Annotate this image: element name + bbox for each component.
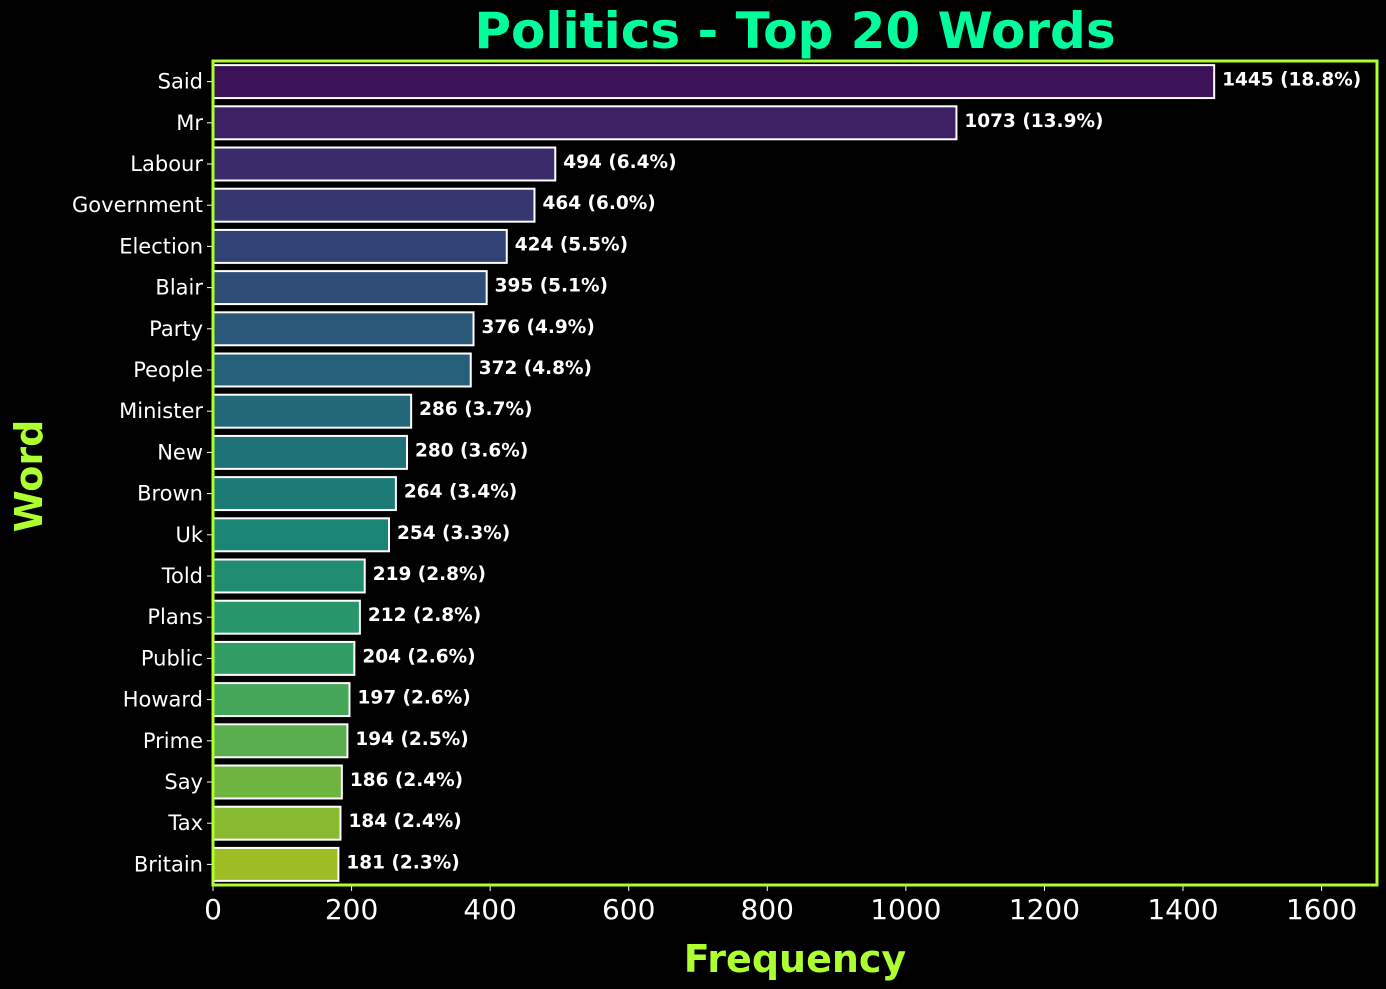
y-tick-label: Prime — [143, 729, 203, 753]
bar-value-label: 212 (2.8%) — [368, 605, 481, 626]
x-tick-label: 200 — [325, 893, 378, 926]
y-tick-label: New — [157, 440, 203, 464]
bar-value-label: 1445 (18.8%) — [1222, 70, 1361, 91]
bar-value-label: 194 (2.5%) — [355, 729, 468, 750]
y-axis: Said Mr Labour Government Election Blair Party… — [72, 70, 213, 876]
bar-value-label: 197 (2.6%) — [357, 688, 470, 709]
x-tick-label: 400 — [463, 893, 516, 926]
y-tick-label: Public — [141, 646, 203, 670]
y-tick-label: Labour — [130, 152, 203, 176]
bar-say — [212, 764, 343, 800]
bar-brown — [212, 476, 397, 512]
y-tick-label: Britain — [134, 852, 203, 876]
y-tick-label: Government — [72, 193, 203, 217]
y-tick-label: Plans — [147, 605, 203, 629]
x-tick-label: 800 — [741, 893, 794, 926]
y-tick-label: Uk — [175, 523, 203, 547]
bar-value-label: 1073 (13.9%) — [964, 111, 1103, 132]
bar-tax — [212, 805, 342, 841]
bar-value-label: 286 (3.7%) — [419, 399, 532, 420]
x-tick-label: 1400 — [1147, 893, 1218, 926]
x-tick-label: 1600 — [1286, 893, 1357, 926]
bar-value-label: 376 (4.9%) — [482, 317, 595, 338]
bar-labour — [212, 146, 557, 182]
bar-value-label: 181 (2.3%) — [346, 852, 459, 873]
y-tick-label: People — [133, 358, 203, 382]
x-tick-label: 600 — [602, 893, 655, 926]
y-tick-label: Election — [119, 234, 203, 258]
y-tick-label: Howard — [123, 688, 203, 712]
bar-value-label: 254 (3.3%) — [397, 523, 510, 544]
value-labels-layer: 1445 (18.8%) 1073 (13.9%) 494 (6.4%) 464 (6… — [346, 70, 1361, 874]
bar-told — [212, 558, 366, 594]
y-tick-label: Tax — [167, 811, 203, 835]
y-tick-label: Told — [161, 564, 203, 588]
y-tick-label: Minister — [119, 399, 203, 423]
bar-people — [212, 352, 472, 388]
y-tick-label: Said — [158, 70, 203, 94]
x-axis: 0 200 400 600 800 1000 1200 1400 1600 — [204, 885, 1357, 926]
bar-value-label: 280 (3.6%) — [415, 440, 528, 461]
y-tick-label: Blair — [155, 276, 203, 300]
plot-frame — [211, 59, 1379, 887]
bar-mr — [212, 105, 958, 141]
y-axis-title: Word — [7, 420, 51, 533]
bar-blair — [212, 270, 488, 306]
y-tick-label: Say — [164, 770, 203, 794]
y-tick-label: Brown — [137, 482, 203, 506]
bar-election — [212, 228, 508, 264]
bar-prime — [212, 723, 349, 759]
bar-said — [212, 64, 1216, 100]
chart-title: Politics - Top 20 Words — [474, 2, 1115, 60]
bar-value-label: 395 (5.1%) — [495, 276, 608, 297]
x-tick-label: 1200 — [1009, 893, 1080, 926]
bar-value-label: 264 (3.4%) — [404, 482, 517, 503]
bar-public — [212, 640, 356, 676]
bar-value-label: 464 (6.0%) — [542, 193, 655, 214]
bar-uk — [212, 517, 390, 553]
bars-layer — [212, 64, 1216, 882]
bar-value-label: 204 (2.6%) — [362, 646, 475, 667]
bar-party — [212, 311, 475, 347]
x-tick-label: 0 — [204, 893, 222, 926]
bar-value-label: 186 (2.4%) — [350, 770, 463, 791]
bar-government — [212, 187, 536, 223]
bar-value-label: 424 (5.5%) — [515, 234, 628, 255]
bar-britain — [212, 846, 340, 882]
x-tick-label: 1000 — [870, 893, 941, 926]
x-axis-title: Frequency — [684, 937, 907, 981]
y-tick-label: Mr — [176, 111, 203, 135]
bar-value-label: 372 (4.8%) — [479, 358, 592, 379]
bar-value-label: 184 (2.4%) — [348, 811, 461, 832]
bar-minister — [212, 393, 413, 429]
bar-value-label: 494 (6.4%) — [563, 152, 676, 173]
bar-new — [212, 434, 408, 470]
bar-value-label: 219 (2.8%) — [373, 564, 486, 585]
bar-plans — [212, 599, 361, 635]
bar-howard — [212, 682, 351, 718]
y-tick-label: Party — [149, 317, 203, 341]
